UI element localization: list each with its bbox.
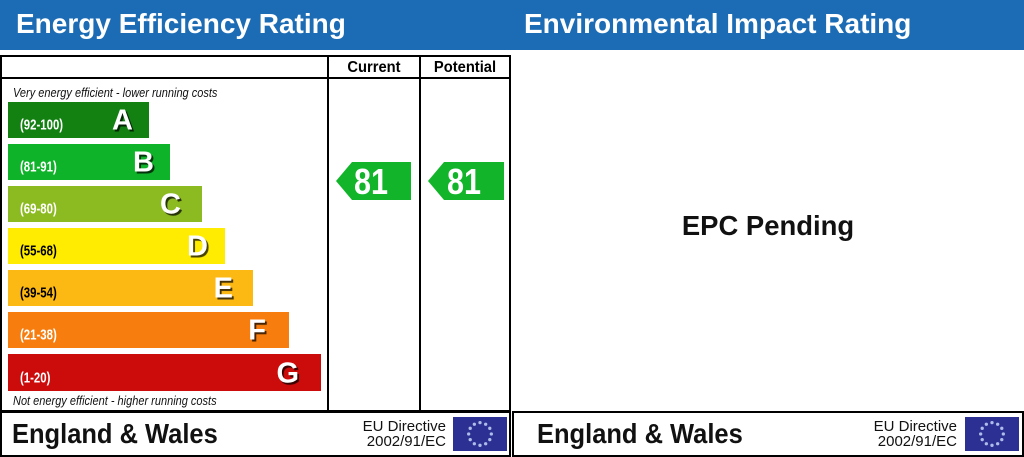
svg-text:81: 81 — [354, 162, 388, 200]
svg-text:81: 81 — [447, 162, 481, 200]
